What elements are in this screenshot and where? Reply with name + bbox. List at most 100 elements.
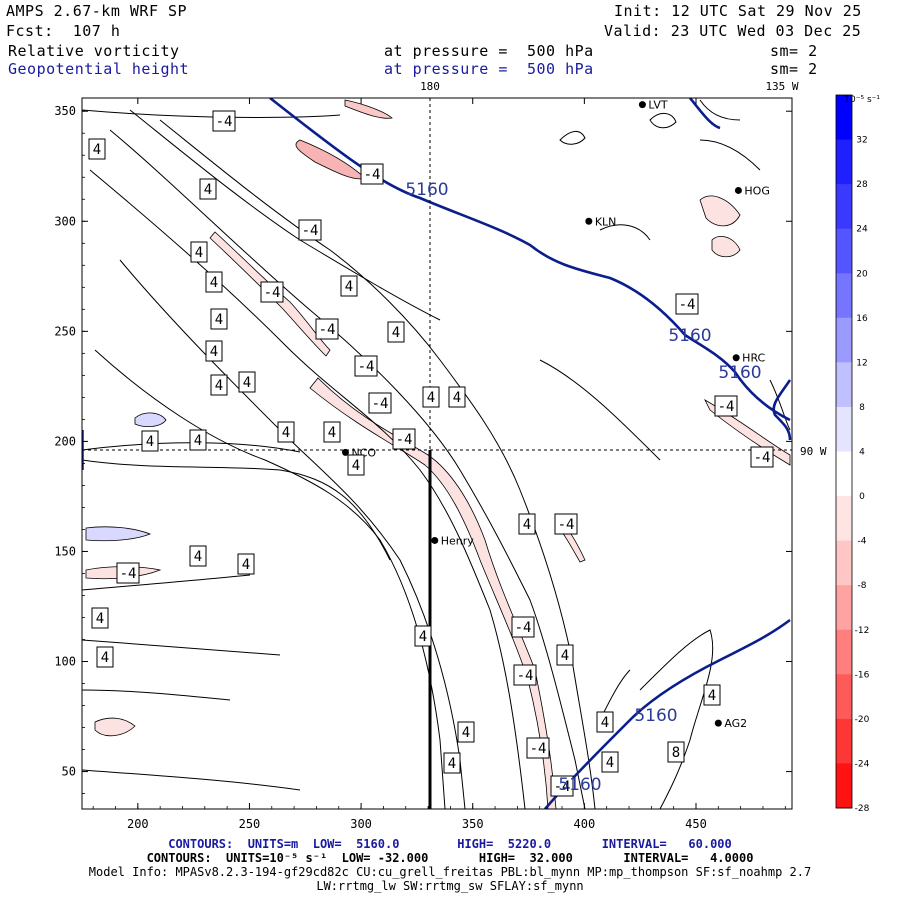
svg-text:4: 4 [204,182,212,198]
vorticity-contour-label: 4 [556,644,574,666]
vorticity-contour-label: -4 [554,513,578,535]
svg-text:4: 4 [345,279,353,295]
vorticity-contour-label: 4 [96,646,114,668]
vorticity-contour-label: 4 [422,386,440,408]
svg-text:4: 4 [146,434,154,450]
y-tick-label: 50 [62,765,76,779]
vorticity-contour-label: 4 [189,429,207,451]
colorbar-tick-label: -28 [855,804,870,814]
colorbar-swatch [836,273,852,319]
colorbar-swatch [836,629,852,675]
vorticity-contour-label: 4 [448,386,466,408]
colorbar-swatch [836,362,852,408]
colorbar-tick-label: 32 [856,136,867,146]
valid-time: Valid: 23 UTC Wed 03 Dec 25 [604,22,862,40]
svg-text:-4: -4 [754,450,771,466]
vorticity-contour-label: -4 [526,737,550,759]
svg-text:4: 4 [215,378,223,394]
colorbar-tick-label: 28 [856,180,868,190]
colorbar-tick-label: -12 [855,626,870,636]
vorticity-contour-label: 4 [190,241,208,263]
vorticity-contour-label: 4 [88,138,106,160]
y-tick-label: 350 [54,104,76,118]
svg-text:4: 4 [453,390,461,406]
height-contour-label: 5160 [558,775,601,795]
svg-text:4: 4 [427,390,435,406]
positive-vorticity-shading [85,412,167,542]
x-tick-label: 300 [350,817,372,831]
svg-text:4: 4 [328,425,336,441]
field2-smoothing: sm= 2 [770,60,818,78]
colorbar-swatch [836,496,852,542]
vorticity-contour-label: -4 [550,775,574,797]
vorticity-contour-label: 4 [414,625,432,647]
lon-label-90w: 90 W [800,445,827,458]
svg-text:4: 4 [708,688,716,704]
vorticity-contour-label: 4 [141,430,159,452]
svg-text:-4: -4 [718,399,735,415]
station-label: LVT [648,99,667,112]
colorbar-tick-label: 4 [859,448,865,458]
vorticity-contour-label: -4 [354,355,378,377]
svg-text:-4: -4 [530,741,547,757]
colorbar-swatch [836,139,852,185]
svg-text:-4: -4 [364,167,381,183]
svg-text:-4: -4 [264,285,281,301]
vorticity-contour-label: 4 [347,454,365,476]
station-label: AG2 [724,717,747,730]
station-dot [638,101,646,109]
vorticity-contour-label: 4 [237,553,255,575]
x-tick-label: 350 [462,817,484,831]
colorbar-tick-label: -20 [855,715,870,725]
colorbar-swatch [836,228,852,274]
colorbar-swatch [836,451,852,497]
y-tick-label: 250 [54,324,76,338]
x-tick-label: 250 [239,817,261,831]
field2-name: Geopotential height [8,60,190,78]
vorticity-contour-label: 4 [91,607,109,629]
vorticity-contour-label: 4 [277,421,295,443]
svg-text:4: 4 [210,344,218,360]
colorbar-swatch [836,585,852,631]
colorbar-tick-label: 0 [859,492,865,502]
vorticity-contour-label: 4 [189,545,207,567]
svg-text:-4: -4 [358,359,375,375]
svg-text:4: 4 [523,517,531,533]
station-label: HRC [742,352,765,365]
colorbar-swatch [836,674,852,720]
vorticity-contour-label: 4 [457,721,475,743]
colorbar-unit-label: 10⁻⁵ s⁻¹ [844,95,880,105]
contour-labels: -4-4-4-4-4-4-4-4-4-4-4-4-4-4-4-4-4444444… [88,110,774,797]
height-contour-label: 5160 [405,180,448,200]
colorbar-tick-label: -4 [858,537,867,547]
height-contours [82,98,792,809]
lon-label-135w: 135 W [765,80,798,93]
vorticity-contour-label: 4 [238,371,256,393]
vorticity-contour-label: -4 [298,219,322,241]
model-title: AMPS 2.67-km WRF SP [6,2,188,20]
lon-label-180: 180 [420,80,440,93]
vorticity-contour-label: 4 [210,308,228,330]
colorbar-swatch [836,317,852,363]
svg-text:-4: -4 [216,114,233,130]
colorbar-swatch [836,540,852,586]
model-info: Model Info: MPASv8.2.3-194-gf29cd82c CU:… [88,865,812,879]
vorticity-contour-label: 4 [518,513,536,535]
y-tick-label: 100 [54,655,76,669]
colorbar-tick-label: -8 [858,581,867,591]
svg-text:4: 4 [93,142,101,158]
vorticity-contour-label: 4 [210,374,228,396]
x-tick-label: 400 [574,817,596,831]
vorticity-contour-label: 8 [667,741,685,763]
svg-text:4: 4 [601,715,609,731]
height-contour-label: 5160 [718,363,761,383]
svg-text:8: 8 [672,745,680,761]
model-info-radiation: LW:rrtmg_lw SW:rrtmg_sw SFLAY:sf_mynn [316,879,584,893]
forecast-hour: Fcst: 107 h [6,22,121,40]
colorbar-tick-label: -24 [855,759,870,769]
colorbar: 32 28 24 20 16 12 8 4 0 -4 -8 -12 -16 -20 -24 -28 [835,94,870,814]
svg-text:-4: -4 [679,297,696,313]
svg-text:4: 4 [215,312,223,328]
station-dot [732,354,740,362]
